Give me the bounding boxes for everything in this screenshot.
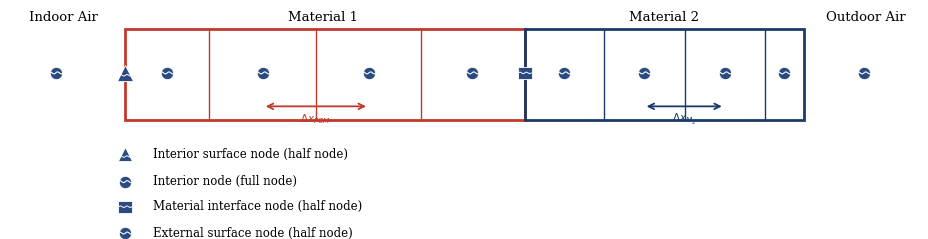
Text: Material interface node (half node): Material interface node (half node) (153, 200, 362, 213)
Bar (524, 29, 803, 120)
Text: Material 1: Material 1 (288, 11, 358, 24)
Text: $\Delta x_{PCM}$: $\Delta x_{PCM}$ (300, 112, 331, 126)
Bar (125, 29, 524, 120)
Text: Interior node (full node): Interior node (full node) (153, 175, 297, 188)
Text: Indoor Air: Indoor Air (29, 11, 97, 24)
Text: $\Delta x_{M_2}$: $\Delta x_{M_2}$ (671, 112, 696, 127)
Text: Outdoor Air: Outdoor Air (825, 11, 905, 24)
Text: Interior surface node (half node): Interior surface node (half node) (153, 148, 348, 161)
Bar (517, 67, 532, 79)
Text: Material 2: Material 2 (628, 11, 699, 24)
Bar (118, 201, 133, 212)
Text: External surface node (half node): External surface node (half node) (153, 227, 353, 239)
